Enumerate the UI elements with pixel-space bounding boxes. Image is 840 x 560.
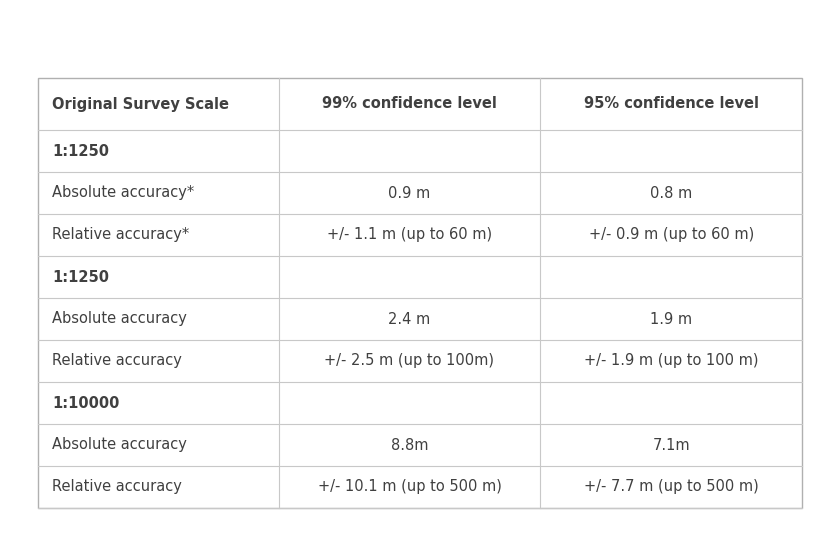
Text: 95% confidence level: 95% confidence level — [584, 96, 759, 111]
Text: Relative accuracy: Relative accuracy — [52, 353, 182, 368]
Bar — [38, 78, 802, 508]
Text: 99% confidence level: 99% confidence level — [322, 96, 497, 111]
Text: Original Survey Scale: Original Survey Scale — [52, 96, 229, 111]
Text: +/- 1.9 m (up to 100 m): +/- 1.9 m (up to 100 m) — [584, 353, 759, 368]
Text: +/- 10.1 m (up to 500 m): +/- 10.1 m (up to 500 m) — [318, 479, 501, 494]
Text: +/- 0.9 m (up to 60 m): +/- 0.9 m (up to 60 m) — [589, 227, 753, 242]
Text: 1.9 m: 1.9 m — [650, 311, 692, 326]
Text: 0.8 m: 0.8 m — [650, 185, 692, 200]
Text: 7.1m: 7.1m — [653, 437, 690, 452]
Text: 1:1250: 1:1250 — [52, 143, 109, 158]
Text: 8.8m: 8.8m — [391, 437, 428, 452]
Text: Absolute accuracy: Absolute accuracy — [52, 437, 186, 452]
Text: +/- 7.7 m (up to 500 m): +/- 7.7 m (up to 500 m) — [584, 479, 759, 494]
Text: 0.9 m: 0.9 m — [388, 185, 431, 200]
Text: Relative accuracy: Relative accuracy — [52, 479, 182, 494]
Text: Relative accuracy*: Relative accuracy* — [52, 227, 189, 242]
Text: 1:10000: 1:10000 — [52, 395, 119, 410]
Text: +/- 2.5 m (up to 100m): +/- 2.5 m (up to 100m) — [324, 353, 495, 368]
Text: +/- 1.1 m (up to 60 m): +/- 1.1 m (up to 60 m) — [327, 227, 492, 242]
Text: Absolute accuracy: Absolute accuracy — [52, 311, 186, 326]
Text: 2.4 m: 2.4 m — [388, 311, 431, 326]
Text: 1:1250: 1:1250 — [52, 269, 109, 284]
Text: Absolute accuracy*: Absolute accuracy* — [52, 185, 194, 200]
